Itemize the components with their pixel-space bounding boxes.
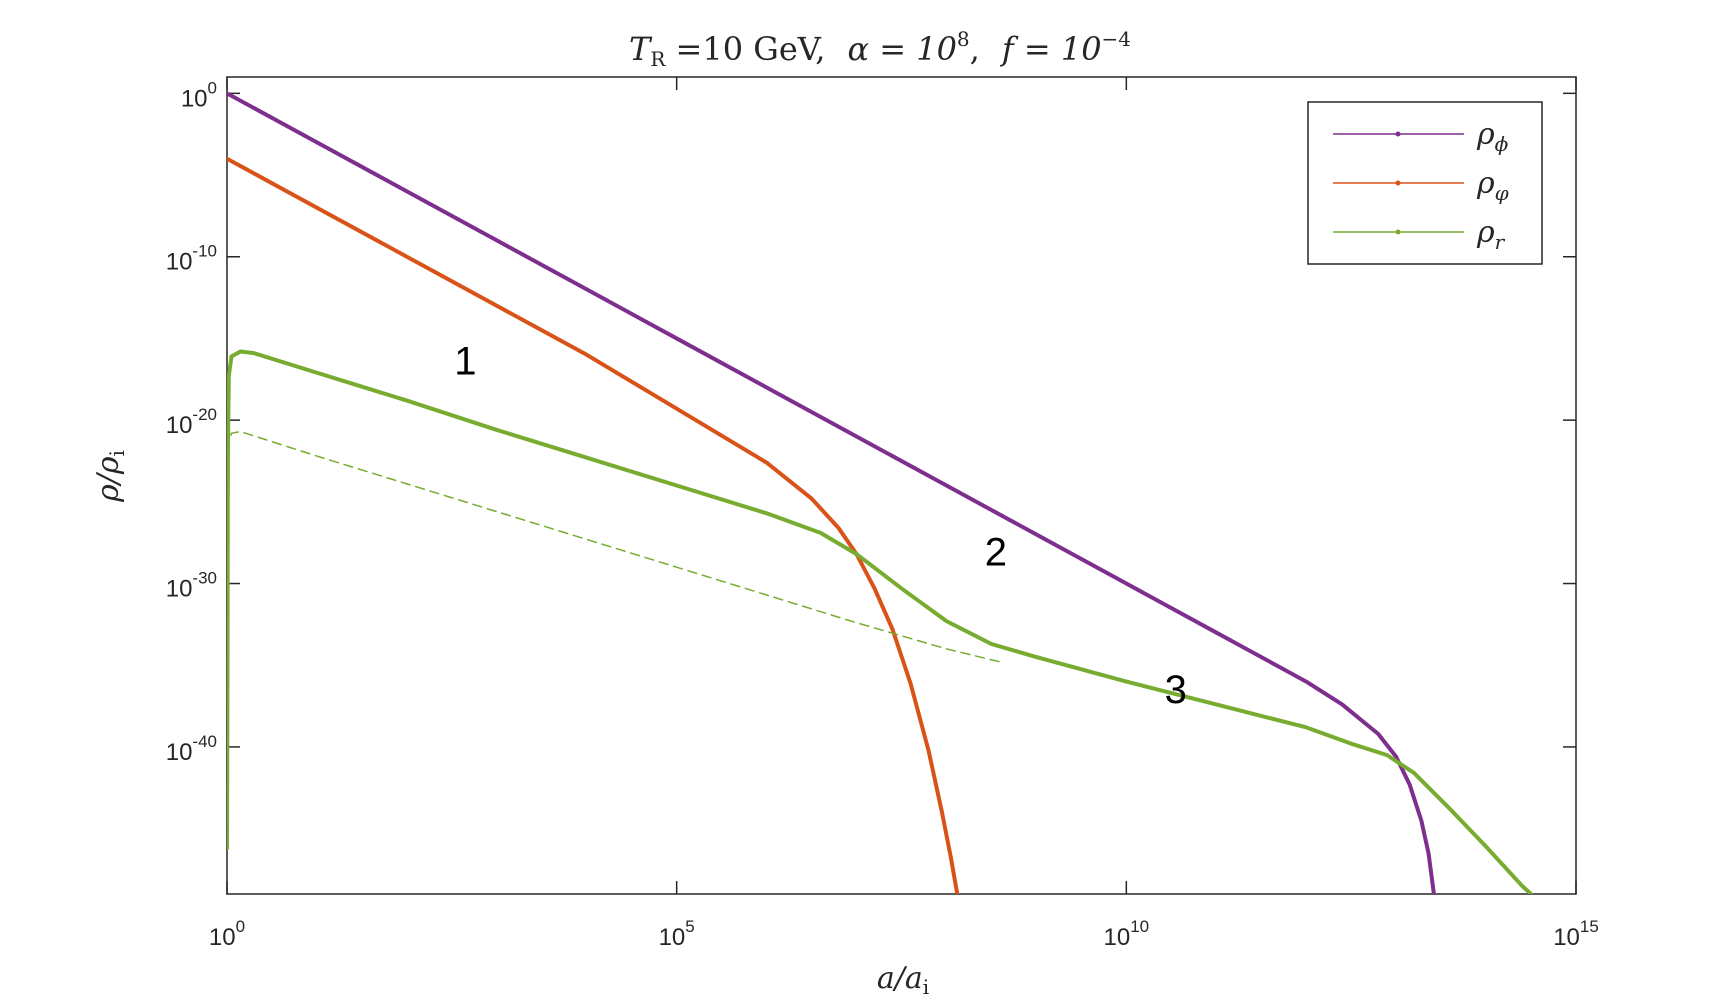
x-tick-label-1: 105 bbox=[659, 917, 695, 951]
y-tick-labels: 100 10-10 10-20 10-30 10-40 bbox=[166, 78, 217, 766]
y-axis-label: ρ/ρi bbox=[91, 450, 129, 503]
x-tick-labels: 100 105 1010 1015 bbox=[209, 917, 1599, 951]
annotation-1: 1 bbox=[454, 339, 476, 383]
annotation-3: 3 bbox=[1165, 668, 1187, 712]
x-tick-label-3: 1015 bbox=[1553, 917, 1599, 951]
series-line-dashed-3 bbox=[227, 430, 1002, 663]
series-line-2 bbox=[227, 349, 1534, 894]
y-tick-label-4: 10-40 bbox=[166, 732, 217, 766]
x-tick-label-0: 100 bbox=[209, 917, 245, 951]
legend: ρϕ ρφ ρr bbox=[1307, 101, 1543, 265]
legend-marker-0 bbox=[1395, 131, 1401, 137]
annotations: 1 2 3 bbox=[454, 339, 1187, 711]
legend-marker-2 bbox=[1395, 229, 1401, 235]
y-tick-label-0: 100 bbox=[181, 78, 217, 112]
legend-label-1: ρφ bbox=[1476, 166, 1509, 205]
annotation-2: 2 bbox=[985, 531, 1007, 575]
y-tick-label-2: 10-20 bbox=[166, 405, 217, 439]
x-tick-label-2: 1010 bbox=[1104, 917, 1150, 951]
series-line-0 bbox=[227, 91, 1436, 894]
series-line-1 bbox=[227, 156, 960, 894]
x-axis-label: a/ai bbox=[877, 961, 929, 996]
legend-label-0: ρϕ bbox=[1476, 117, 1509, 156]
y-tick-label-3: 10-30 bbox=[166, 569, 217, 603]
legend-label-2: ρr bbox=[1476, 215, 1506, 254]
y-tick-label-1: 10-10 bbox=[166, 242, 217, 276]
legend-marker-1 bbox=[1395, 180, 1401, 186]
series-lines bbox=[227, 91, 1534, 894]
chart-title: TR =10 GeV, α = 108, f = 10−4 bbox=[629, 27, 1131, 71]
